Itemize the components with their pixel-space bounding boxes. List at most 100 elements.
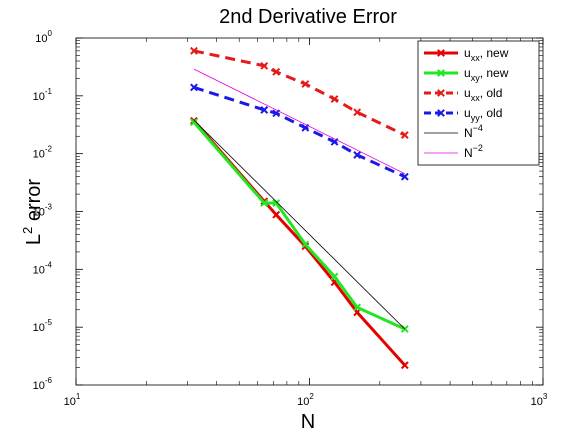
legend-label-main: N [464, 146, 473, 160]
y-tick-label-exp: -4 [45, 260, 53, 269]
legend-label-rest: , old [480, 106, 503, 120]
y-axis-label-base: L [23, 234, 45, 245]
y-tick-label-exp: -6 [45, 376, 53, 385]
series-6 [193, 68, 405, 175]
legend-label-sub: xx [471, 53, 481, 63]
y-tick-label-base: 10 [33, 149, 45, 161]
legend-entry-2: uxy, new [424, 66, 509, 83]
legend-label: uxy, new [464, 66, 509, 83]
legend-label-sub: xy [471, 73, 481, 83]
legend-label-sup: −2 [473, 143, 483, 153]
y-tick-label-base: 10 [33, 91, 45, 103]
x-tick-label-exp: 1 [76, 392, 81, 401]
x-tick-label: 103 [531, 392, 548, 408]
y-tick-label: 100 [35, 29, 52, 45]
x-tick-label-base: 10 [531, 396, 543, 408]
y-tick-label-base: 10 [33, 264, 45, 276]
x-tick-label: 102 [297, 392, 314, 408]
data-point [272, 199, 281, 207]
data-point [301, 240, 310, 249]
series-layer [190, 46, 409, 370]
x-tick-label-exp: 2 [309, 392, 314, 401]
legend-label-main: u [464, 86, 471, 100]
legend-entry-5: N−4 [424, 123, 483, 140]
y-axis-label-rest: error [23, 179, 45, 227]
data-point [330, 95, 339, 103]
data-point [260, 106, 269, 114]
y-tick-label: 10-5 [33, 318, 53, 334]
data-point [330, 272, 339, 281]
y-tick-label: 10-6 [33, 376, 53, 392]
x-tick-label-base: 10 [64, 396, 76, 408]
data-point [400, 325, 409, 333]
data-point [190, 46, 198, 55]
data-point [272, 67, 281, 76]
legend-label: uxx, new [464, 46, 509, 63]
legend-entry-4: uyy, old [424, 106, 502, 123]
series-2 [190, 118, 409, 333]
legend-label-rest: , new [480, 46, 509, 60]
data-point [353, 108, 362, 117]
y-tick-label: 10-4 [33, 260, 53, 276]
legend-label-main: u [464, 46, 471, 60]
data-point [260, 199, 269, 207]
legend-label-main: u [464, 66, 471, 80]
data-point [353, 151, 362, 159]
y-tick-label-exp: -5 [45, 318, 53, 327]
legend-marker [437, 89, 445, 97]
data-point [272, 210, 281, 219]
legend-marker [437, 49, 445, 57]
legend-label: uxx, old [464, 86, 502, 103]
legend-label-rest: , old [480, 86, 503, 100]
y-tick-label-base: 10 [35, 33, 47, 45]
legend-label: N−4 [464, 123, 483, 140]
data-point [190, 83, 198, 92]
y-tick-label-exp: -2 [45, 145, 53, 154]
legend-label: N−2 [464, 143, 483, 160]
legend-label-rest: , new [480, 66, 509, 80]
data-point [353, 303, 362, 312]
y-tick-label: 10-2 [33, 145, 53, 161]
y-tick-label-exp: -3 [45, 203, 53, 212]
series-line [193, 119, 406, 330]
data-point [400, 361, 409, 370]
data-point [190, 118, 198, 127]
y-tick-label-exp: -1 [45, 87, 53, 96]
legend-label: uyy, old [464, 106, 502, 123]
legend-entry-1: uxx, new [424, 46, 509, 63]
x-tick-labels: 101 102 103 [64, 392, 548, 408]
series-3 [190, 46, 409, 139]
legend-marker [437, 69, 445, 77]
x-axis-label: N [301, 411, 315, 433]
x-tick-label-exp: 3 [543, 392, 548, 401]
y-tick-label-base: 10 [33, 207, 45, 219]
minor-ticks [76, 38, 543, 385]
x-tick-label: 101 [64, 392, 81, 408]
series-5 [193, 119, 406, 330]
data-point [400, 131, 409, 139]
data-point [301, 80, 310, 88]
legend-label-sup: −4 [473, 123, 483, 133]
series-4 [190, 83, 409, 181]
y-axis-label: L2 error [20, 179, 45, 245]
legend-label-main: u [464, 106, 471, 120]
legend-label-sub: xx [471, 93, 481, 103]
data-point [400, 172, 409, 181]
x-tick-label-base: 10 [297, 396, 309, 408]
data-point [260, 61, 269, 70]
y-axis-label-sup: 2 [20, 227, 35, 234]
series-line [193, 68, 405, 175]
y-tick-label: 10-3 [33, 203, 53, 219]
legend-entry-6: N−2 [424, 143, 483, 160]
legend-label-sub: yy [471, 113, 481, 123]
chart-title: 2nd Derivative Error [219, 6, 397, 28]
y-tick-label-base: 10 [33, 322, 45, 334]
y-tick-label-base: 10 [33, 380, 45, 392]
legend-label-main: N [464, 126, 473, 140]
y-tick-label-exp: 0 [48, 29, 53, 38]
legend-marker [437, 109, 445, 117]
y-tick-label: 10-1 [33, 87, 53, 103]
